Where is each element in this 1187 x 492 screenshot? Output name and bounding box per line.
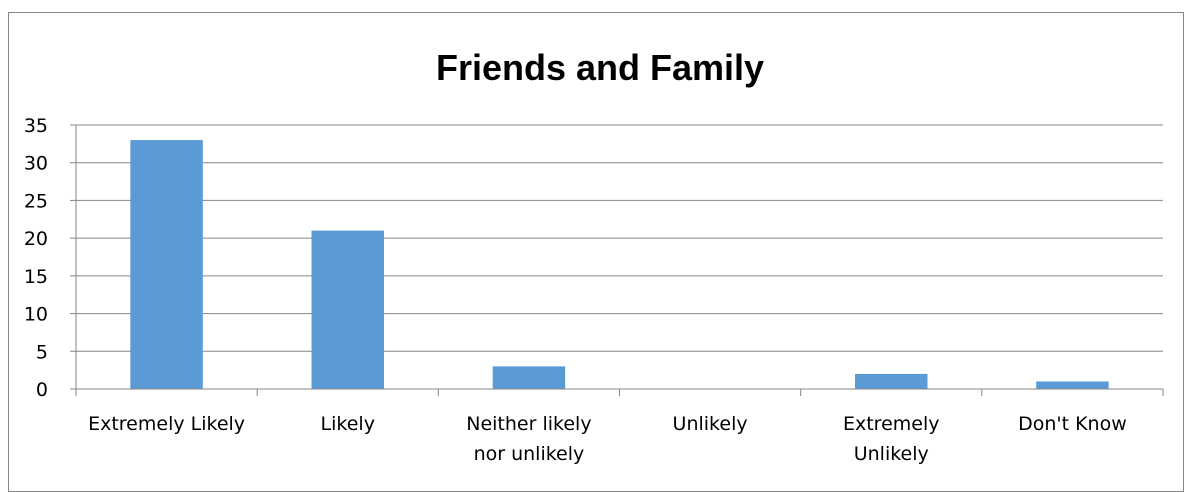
y-tick-label: 20 (24, 228, 48, 250)
y-tick-label: 25 (24, 190, 48, 212)
chart-title: Friends and Family (436, 47, 764, 88)
x-category-label: Neither likely nor unlikely (466, 413, 591, 465)
axis-labels: 0 5 10 15 20 25 30 35 Extremely Likely Likely Neit… (24, 115, 1127, 465)
bar (855, 373, 928, 389)
x-category-label-line: Unlikely (854, 443, 929, 465)
chart-frame (8, 12, 1184, 492)
x-category-label-line: Don't Know (1018, 413, 1127, 435)
bar (492, 366, 566, 389)
bar (311, 230, 384, 389)
axes (70, 124, 1164, 396)
y-tick-label: 10 (24, 304, 48, 326)
x-category-label-line: Likely (321, 413, 375, 435)
y-tick-label: 0 (36, 379, 48, 401)
gridlines (76, 124, 1163, 352)
bars (130, 140, 1109, 389)
x-category-label: Likely (321, 413, 375, 435)
x-category-label-line: Unlikely (673, 413, 748, 435)
x-category-label: Don't Know (1018, 413, 1127, 435)
x-category-label-line: Extremely Likely (88, 413, 245, 435)
y-tick-label: 15 (24, 266, 48, 288)
y-tick-label: 5 (36, 341, 48, 363)
x-category-label: Extremely Likely (88, 413, 245, 435)
x-category-label-line: Neither likely (466, 413, 591, 435)
bar (130, 140, 203, 389)
x-category-label: Unlikely (673, 413, 748, 435)
bar-chart: Friends and Family 0 5 10 15 20 25 30 35 Extreme… (24, 47, 1164, 465)
y-tick-label: 30 (24, 153, 48, 175)
x-category-label-line: nor unlikely (474, 443, 585, 465)
y-tick-label: 35 (24, 115, 48, 137)
x-category-label-line: Extremely (843, 413, 940, 435)
x-category-label: Extremely Unlikely (843, 413, 940, 465)
bar (1036, 381, 1109, 389)
